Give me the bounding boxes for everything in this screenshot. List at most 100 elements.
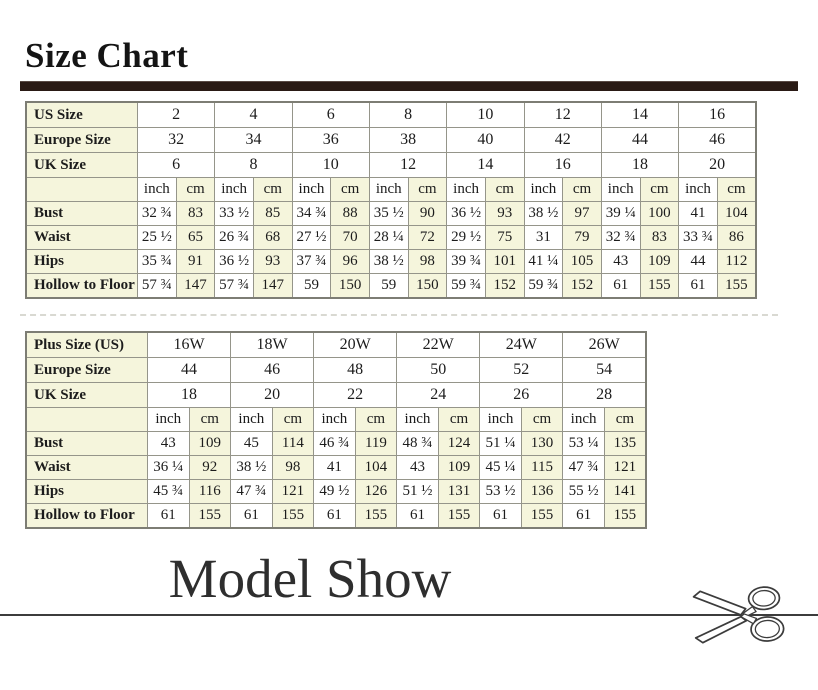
cm-value-cell: 72 (407, 225, 448, 250)
cm-value-cell: 98 (271, 455, 315, 480)
cm-value-cell: 65 (175, 225, 216, 250)
inch-value-cell: 59 (368, 273, 409, 299)
size-value-cell: 2 (136, 101, 216, 128)
row-label: Plus Size (US) (25, 331, 148, 358)
cm-value-cell: 136 (520, 479, 564, 504)
inch-value-cell: 38 ½ (230, 455, 273, 480)
size-value-cell: 14 (446, 152, 525, 178)
size-row: Europe Size 32 34 36 38 40 42 44 46 (25, 127, 757, 153)
size-value-cell: 26W (562, 331, 647, 358)
cm-value-cell: 98 (407, 249, 448, 274)
cm-value-cell: 104 (354, 455, 398, 480)
inch-value-cell: 32 ¾ (137, 201, 177, 226)
unit-inch-cell: inch (396, 407, 439, 432)
inch-value-cell: 61 (479, 503, 522, 529)
inch-value-cell: 37 ¾ (291, 249, 332, 274)
unit-cm-cell: cm (484, 177, 525, 202)
standard-size-table: US Size 2 4 6 8 10 12 14 16 Europe Size 32 34 36 38 40… (25, 101, 757, 299)
unit-inch-cell: inch (313, 407, 356, 432)
unit-cm-cell: cm (716, 177, 757, 202)
cm-value-cell: 147 (252, 273, 293, 299)
inch-value-cell: 33 ¾ (678, 225, 718, 250)
size-value-cell: 16 (678, 101, 757, 128)
inch-value-cell: 41 ¼ (523, 249, 564, 274)
inch-value-cell: 34 ¾ (291, 201, 332, 226)
cm-value-cell: 68 (252, 225, 293, 250)
measure-row: Waist 25 ½ 65 26 ¾ 68 27 ½ 70 28 ¼ 72 29 ½ 75 31 79 3… (25, 225, 757, 250)
size-value-cell: 40 (446, 127, 525, 153)
cm-value-cell: 155 (271, 503, 315, 529)
inch-value-cell: 59 (291, 273, 332, 299)
size-value-cell: 24W (479, 331, 564, 358)
size-value-cell: 44 (146, 357, 232, 383)
inch-value-cell: 51 ¼ (479, 431, 522, 456)
inch-value-cell: 49 ½ (313, 479, 356, 504)
inch-value-cell: 27 ½ (291, 225, 332, 250)
inch-value-cell: 61 (230, 503, 273, 529)
cm-value-cell: 88 (330, 201, 370, 226)
size-value-cell: 50 (396, 357, 481, 383)
unit-inch-cell: inch (214, 177, 254, 202)
cm-value-cell: 115 (520, 455, 564, 480)
unit-cm-cell: cm (520, 407, 564, 432)
size-value-cell: 20 (230, 382, 315, 408)
plus-size-table-body: Plus Size (US) 16W 18W 20W 22W 24W 26W Europe S… (25, 331, 647, 529)
inch-value-cell: 57 ¾ (214, 273, 254, 299)
inch-value-cell: 39 ¾ (446, 249, 486, 274)
standard-size-table-body: US Size 2 4 6 8 10 12 14 16 Europe Size 32 34 36 38 40… (25, 101, 757, 299)
inch-value-cell: 61 (396, 503, 439, 529)
inch-value-cell: 43 (600, 249, 641, 274)
cm-value-cell: 90 (407, 201, 448, 226)
inch-value-cell: 41 (678, 201, 718, 226)
inch-value-cell: 61 (600, 273, 641, 299)
cm-value-cell: 155 (716, 273, 757, 299)
size-value-cell: 44 (600, 127, 680, 153)
size-value-cell: 22W (396, 331, 481, 358)
inch-value-cell: 41 (313, 455, 356, 480)
measure-row: Waist 36 ¼ 92 38 ½ 98 41 104 43 109 45 ¼ 115 47 ¾ 12… (25, 455, 647, 480)
inch-value-cell: 53 ¼ (562, 431, 605, 456)
row-label: Europe Size (25, 127, 138, 153)
cm-value-cell: 91 (175, 249, 216, 274)
row-label: Waist (25, 455, 148, 480)
row-label: Hollow to Floor (25, 273, 138, 299)
unit-cm-cell: cm (271, 407, 315, 432)
cm-value-cell: 96 (330, 249, 370, 274)
inch-value-cell: 29 ½ (446, 225, 486, 250)
size-value-cell: 48 (313, 357, 398, 383)
dashed-divider (20, 314, 778, 316)
unit-cm-cell: cm (188, 407, 232, 432)
cm-value-cell: 152 (562, 273, 602, 299)
row-label (25, 407, 148, 432)
cm-value-cell: 109 (639, 249, 680, 274)
unit-cm-cell: cm (437, 407, 481, 432)
size-row: UK Size 6 8 10 12 14 16 18 20 (25, 152, 757, 178)
row-label: Bust (25, 201, 138, 226)
row-label: Hips (25, 249, 138, 274)
unit-cm-cell: cm (175, 177, 216, 202)
unit-inch-cell: inch (600, 177, 641, 202)
size-value-cell: 18W (230, 331, 315, 358)
unit-cm-cell: cm (407, 177, 448, 202)
cm-value-cell: 150 (407, 273, 448, 299)
row-label: Bust (25, 431, 148, 456)
unit-cm-cell: cm (330, 177, 370, 202)
size-value-cell: 8 (214, 152, 293, 178)
size-value-cell: 16 (523, 152, 602, 178)
inch-value-cell: 33 ½ (214, 201, 254, 226)
unit-cm-cell: cm (603, 407, 647, 432)
inch-value-cell: 47 ¾ (562, 455, 605, 480)
size-value-cell: 18 (600, 152, 680, 178)
inch-value-cell: 36 ¼ (147, 455, 190, 480)
cm-value-cell: 86 (716, 225, 757, 250)
inch-value-cell: 38 ½ (523, 201, 564, 226)
cm-value-cell: 119 (354, 431, 398, 456)
unit-inch-cell: inch (137, 177, 177, 202)
measure-row: Hips 45 ¾ 116 47 ¾ 121 49 ½ 126 51 ½ 131 53 ½ 136 5… (25, 479, 647, 504)
unit-inch-cell: inch (562, 407, 605, 432)
size-value-cell: 6 (291, 101, 370, 128)
cm-value-cell: 114 (271, 431, 315, 456)
cm-value-cell: 147 (175, 273, 216, 299)
section-title: Model Show (168, 548, 452, 609)
row-label: Waist (25, 225, 138, 250)
